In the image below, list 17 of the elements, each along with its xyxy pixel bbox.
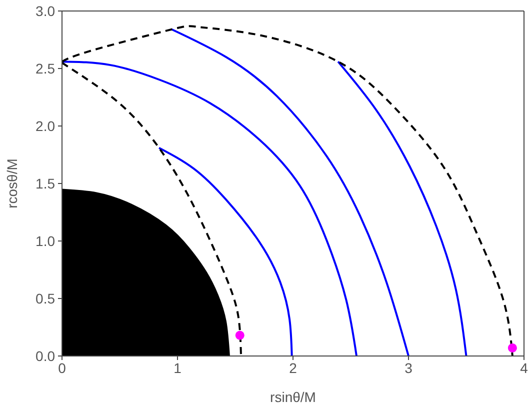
line-series xyxy=(337,60,468,356)
y-tick-label: 2.0 xyxy=(36,118,56,134)
line-series xyxy=(170,28,410,356)
y-tick-label: 0.5 xyxy=(36,290,56,306)
x-tick-label: 4 xyxy=(520,360,528,376)
y-tick-label: 1.0 xyxy=(36,232,56,249)
x-tick-label: 3 xyxy=(404,360,413,376)
y-axis-title: rcosθ/M xyxy=(4,158,20,208)
y-tick-label: 2.5 xyxy=(36,60,56,76)
x-tick-label: 0 xyxy=(58,360,66,376)
x-axis-title: rsinθ/M xyxy=(270,389,316,405)
y-tick-label: 3.0 xyxy=(36,2,56,19)
x-tick-label: 1 xyxy=(174,360,182,376)
y-tick-label: 0.0 xyxy=(36,348,56,364)
line-series xyxy=(158,146,293,356)
x-tick-label: 2 xyxy=(289,360,298,376)
y-tick-label: 1.5 xyxy=(36,175,56,192)
